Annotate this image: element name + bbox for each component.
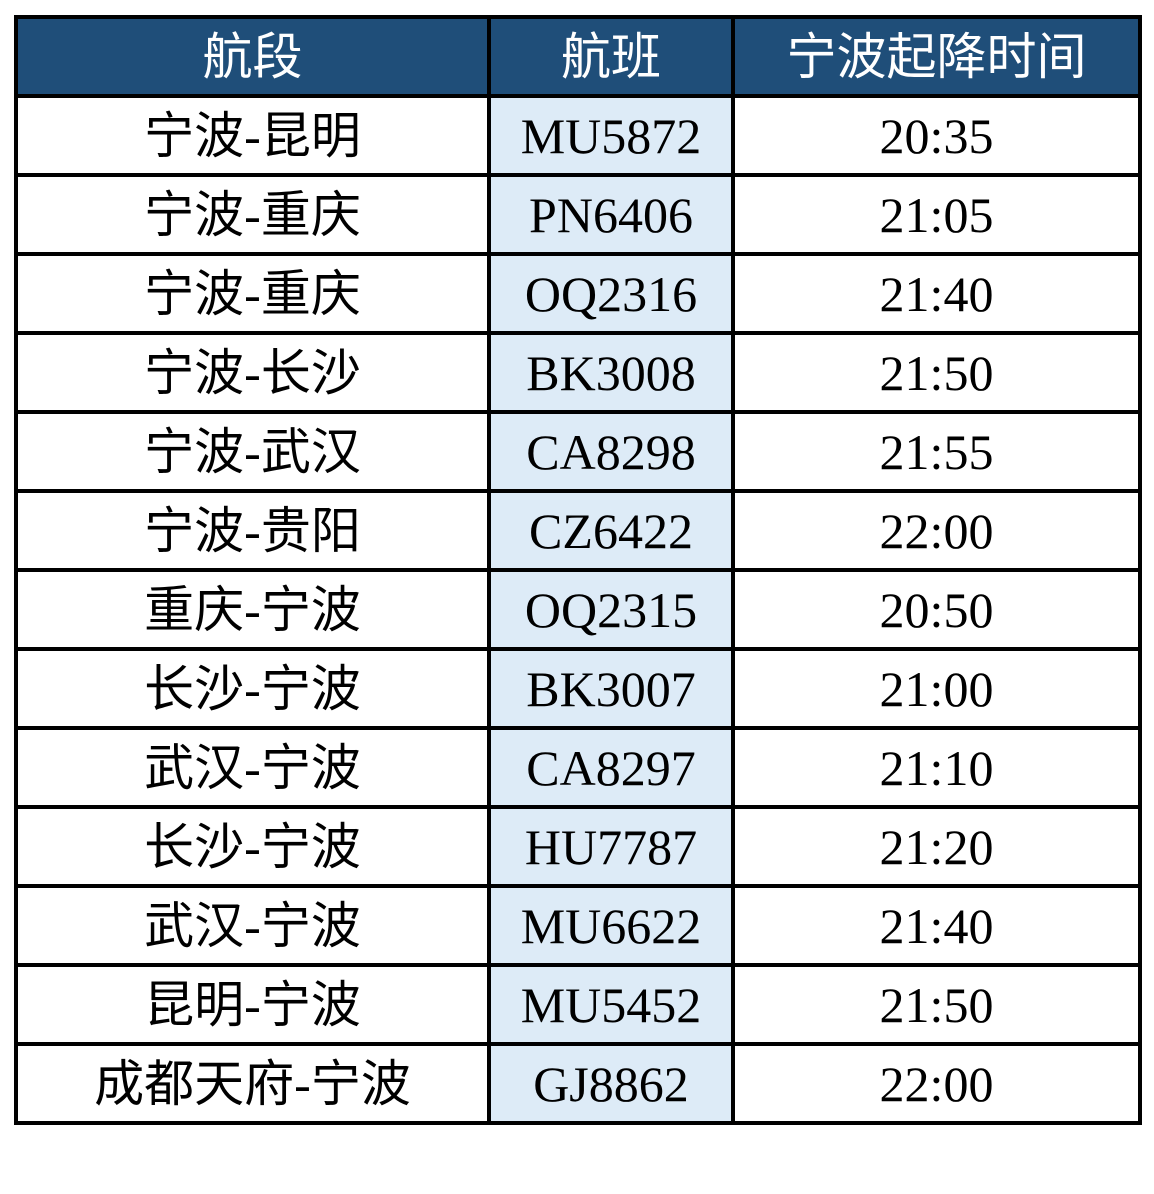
table-row: 宁波-重庆 OQ2316 21:40 [14,252,1142,335]
route-cell: 宁波-长沙 [14,331,491,414]
header-flight: 航班 [487,15,735,98]
header-route: 航段 [14,15,491,98]
route-cell: 长沙-宁波 [14,647,491,730]
route-cell: 昆明-宁波 [14,963,491,1046]
table-row: 宁波-长沙 BK3008 21:50 [14,331,1142,414]
table-row: 武汉-宁波 CA8297 21:10 [14,726,1142,809]
flight-cell: GJ8862 [487,1042,735,1125]
route-cell: 重庆-宁波 [14,568,491,651]
table-row: 宁波-重庆 PN6406 21:05 [14,173,1142,256]
flight-cell: MU5452 [487,963,735,1046]
route-cell: 宁波-重庆 [14,173,491,256]
flight-cell: BK3008 [487,331,735,414]
time-cell: 21:40 [731,252,1142,335]
flight-cell: OQ2316 [487,252,735,335]
table-row: 成都天府-宁波 GJ8862 22:00 [14,1042,1142,1125]
table-row: 重庆-宁波 OQ2315 20:50 [14,568,1142,651]
route-cell: 长沙-宁波 [14,805,491,888]
flight-cell: CA8297 [487,726,735,809]
flight-cell: MU5872 [487,94,735,177]
table-row: 长沙-宁波 BK3007 21:00 [14,647,1142,730]
flight-cell: HU7787 [487,805,735,888]
time-cell: 21:20 [731,805,1142,888]
table-row: 宁波-昆明 MU5872 20:35 [14,94,1142,177]
route-cell: 成都天府-宁波 [14,1042,491,1125]
flight-cell: BK3007 [487,647,735,730]
route-cell: 宁波-昆明 [14,94,491,177]
time-cell: 20:50 [731,568,1142,651]
table-row: 昆明-宁波 MU5452 21:50 [14,963,1142,1046]
time-cell: 21:40 [731,884,1142,967]
table-row: 长沙-宁波 HU7787 21:20 [14,805,1142,888]
time-cell: 21:05 [731,173,1142,256]
time-cell: 22:00 [731,1042,1142,1125]
time-cell: 21:00 [731,647,1142,730]
time-cell: 21:55 [731,410,1142,493]
time-cell: 20:35 [731,94,1142,177]
route-cell: 武汉-宁波 [14,884,491,967]
flight-cell: CZ6422 [487,489,735,572]
route-cell: 宁波-武汉 [14,410,491,493]
table-row: 宁波-贵阳 CZ6422 22:00 [14,489,1142,572]
flight-schedule-table: 航段 航班 宁波起降时间 宁波-昆明 MU5872 20:35 宁波-重庆 PN6406… [14,15,1142,1125]
header-time: 宁波起降时间 [731,15,1142,98]
table-row: 武汉-宁波 MU6622 21:40 [14,884,1142,967]
route-cell: 武汉-宁波 [14,726,491,809]
flight-cell: PN6406 [487,173,735,256]
time-cell: 21:10 [731,726,1142,809]
time-cell: 21:50 [731,331,1142,414]
time-cell: 22:00 [731,489,1142,572]
route-cell: 宁波-贵阳 [14,489,491,572]
header-row: 航段 航班 宁波起降时间 [14,15,1142,98]
table-row: 宁波-武汉 CA8298 21:55 [14,410,1142,493]
flight-cell: MU6622 [487,884,735,967]
flight-cell: CA8298 [487,410,735,493]
route-cell: 宁波-重庆 [14,252,491,335]
flight-cell: OQ2315 [487,568,735,651]
time-cell: 21:50 [731,963,1142,1046]
